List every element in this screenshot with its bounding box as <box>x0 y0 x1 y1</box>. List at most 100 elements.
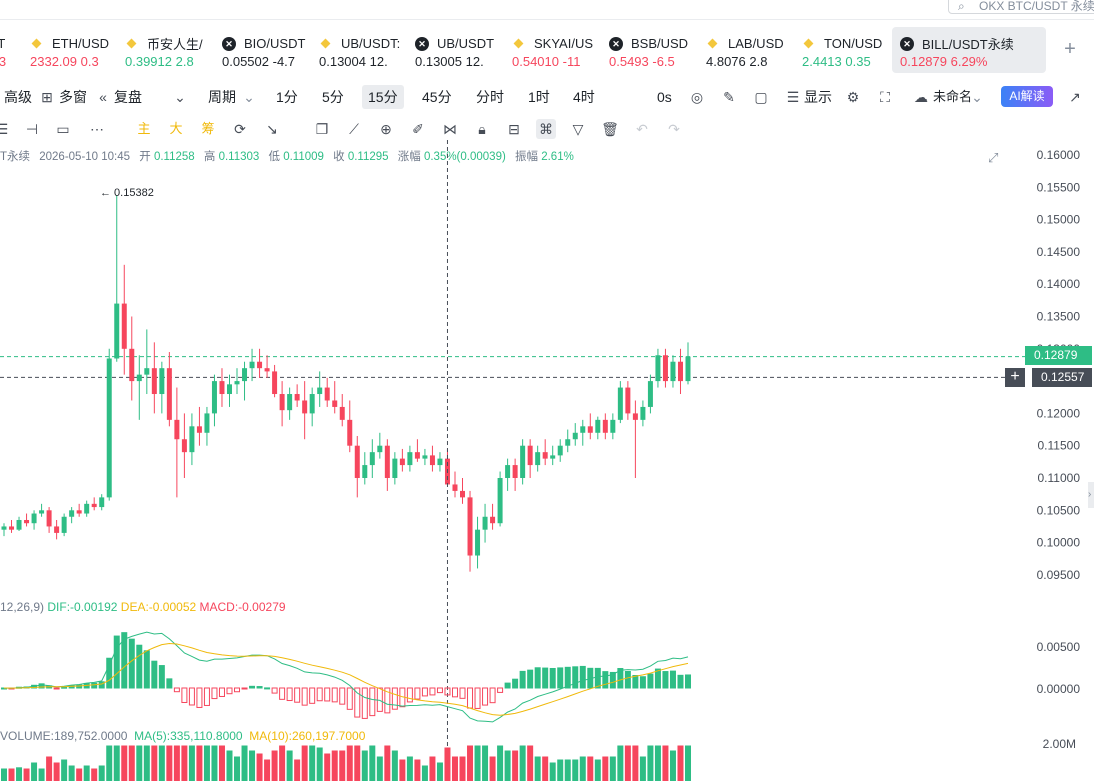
ticker-name: DT <box>0 36 6 51</box>
candle-body <box>302 400 308 414</box>
chevron-down-icon[interactable]: ⌄ <box>174 89 186 105</box>
fullscreen-icon[interactable]: ⛶ <box>880 89 890 105</box>
ticker-tab[interactable]: UB/USDT 0.13005 12. <box>415 27 503 73</box>
refresh-icon[interactable]: ⟳ <box>234 121 246 137</box>
volume-bar <box>346 745 353 781</box>
okx-icon <box>609 36 623 51</box>
undo-icon[interactable]: ↶ <box>636 121 648 137</box>
candle-body <box>24 519 30 524</box>
filter-icon[interactable]: ▽ <box>572 121 584 137</box>
interval-1h[interactable]: 1时 <box>528 89 550 105</box>
side-panel-handle[interactable]: › <box>1088 482 1094 508</box>
volume-bar <box>421 765 428 781</box>
volume-bar <box>685 745 691 781</box>
macd-histogram-bar <box>173 687 180 693</box>
volume-bar <box>203 745 210 781</box>
candle-body <box>550 455 556 459</box>
ticker-tab[interactable]: LAB/USD 4.8076 2.8 <box>706 27 794 73</box>
volume-bar <box>542 756 549 781</box>
brush-icon[interactable]: ✐ <box>412 121 424 137</box>
add-tab-icon[interactable]: + <box>1064 38 1076 60</box>
ticker-quote: 0.39912 2.8 <box>125 54 194 70</box>
volume-bar <box>677 745 684 781</box>
okx-icon <box>222 36 236 51</box>
ruler-icon[interactable]: ⟋ <box>349 121 359 137</box>
ticker-tab[interactable]: ETH/USD 2332.09 0.3 <box>30 27 116 73</box>
candle-body <box>520 445 526 478</box>
camera-icon[interactable]: ◎ <box>690 89 704 105</box>
ticker-tab[interactable]: BILL/USDT永续 0.12879 6.29% <box>892 27 1046 73</box>
ai-interpret-button[interactable]: AI解读 <box>1001 86 1053 107</box>
unnamed-layout-button[interactable]: 未命名 <box>933 89 973 104</box>
interval-5m[interactable]: 5分 <box>322 89 344 105</box>
search-input[interactable]: ⌕ OKX BTC/USDT 永续 <box>948 0 1094 14</box>
ticker-tab[interactable]: 币安人生/0.39912 2.8 <box>125 27 213 73</box>
volume-bar <box>339 750 346 781</box>
macd-histogram-bar <box>106 657 113 689</box>
link-icon[interactable]: ⌘ <box>536 119 556 139</box>
add-alert-icon[interactable]: + <box>1005 368 1025 387</box>
period-button[interactable]: 周期 <box>208 89 236 105</box>
multi-window-button[interactable]: 多窗 <box>59 89 87 105</box>
zoom-icon[interactable]: ⊕ <box>380 121 392 137</box>
interval-timeshare[interactable]: 分时 <box>476 89 504 105</box>
ticker-tab[interactable]: BSB/USD 0.5493 -6.5 <box>609 27 697 73</box>
menu-icon[interactable]: ☰ <box>0 121 9 137</box>
interval-4h[interactable]: 4时 <box>573 89 595 105</box>
ticker-change: 12. <box>462 54 484 69</box>
display-button[interactable]: 显示 <box>804 89 832 105</box>
ticker-tab[interactable]: DT 0.3 <box>0 27 18 73</box>
template-icon[interactable]: ⊟ <box>508 121 520 137</box>
settings-icon[interactable]: ⚙ <box>846 89 860 105</box>
lock-icon[interactable]: 🔒︎ <box>478 121 486 137</box>
trash-icon[interactable]: 🗑︎ <box>601 121 619 137</box>
chart-canvas[interactable]: 0.16000 0.15500 0.15000 0.14500 0.14000 0.135… <box>0 140 1094 781</box>
ticker-tab-header: BSB/USD <box>609 35 688 52</box>
volume-bar <box>399 759 406 781</box>
share-icon[interactable]: ↗ <box>1069 89 1081 105</box>
ticker-tab[interactable]: SKYAI/US 0.54010 -11 <box>512 27 600 73</box>
candle-body <box>362 465 368 478</box>
interval-1m[interactable]: 1分 <box>276 89 298 105</box>
redo-icon[interactable]: ↷ <box>668 121 680 137</box>
layout-chevron-icon[interactable]: ⌄ <box>971 89 983 105</box>
interval-15m[interactable]: 15分 <box>362 85 404 109</box>
volume-bar <box>91 768 98 781</box>
display-icon[interactable]: ☰ <box>786 89 800 105</box>
interval-45m[interactable]: 45分 <box>422 89 452 105</box>
replay-icon[interactable]: « <box>99 89 107 105</box>
arrow-tool-icon[interactable]: ↘ <box>266 121 278 137</box>
ticker-tab[interactable]: TON/USD 2.4413 0.35 <box>802 27 888 73</box>
multi-window-icon[interactable]: ⊞ <box>41 89 53 105</box>
copy-icon[interactable]: ❐ <box>315 121 329 137</box>
cloud-icon[interactable]: ☁ <box>914 89 928 105</box>
macd-histogram-bar <box>181 687 188 703</box>
volume-legend: VOLUME:189,752.0000 MA(5):335,110.8000 M… <box>0 729 365 743</box>
candle-body <box>354 445 360 478</box>
chips-indicator-button[interactable]: 筹 <box>201 121 215 136</box>
volume-bar <box>354 745 361 781</box>
macd-dea: DEA:-0.00052 <box>120 600 197 614</box>
big-indicator-button[interactable]: 大 <box>169 121 183 136</box>
ticker-tab[interactable]: BIO/USDT 0.05502 -4.7 <box>222 27 310 73</box>
candle-body <box>31 513 37 524</box>
dots-tool-icon[interactable]: ⋯ <box>90 121 104 137</box>
main-indicator-button[interactable]: 主 <box>137 121 151 136</box>
candle-body <box>535 452 541 466</box>
ticker-tab[interactable]: UB/USDT: 0.13004 12. <box>319 27 407 73</box>
candle-body <box>219 381 225 395</box>
advanced-button[interactable]: 高级 <box>4 89 32 105</box>
expand-icon[interactable]: ⤢ <box>988 150 999 165</box>
layout-icon[interactable]: ▢ <box>754 89 768 105</box>
volume-bar <box>234 756 241 781</box>
horizontal-line-icon[interactable]: ⊣ <box>25 121 39 137</box>
ticker-name: ETH/USD <box>52 36 110 51</box>
magnet-icon[interactable]: ⋈ <box>443 121 457 137</box>
volume-bar <box>106 745 113 781</box>
candle-body <box>332 400 338 407</box>
period-chevron-icon[interactable]: ⌄ <box>243 89 255 105</box>
pencil-icon[interactable]: ✎ <box>723 89 735 105</box>
rectangle-icon[interactable]: ▭ <box>56 121 70 137</box>
macd-histogram-bar <box>98 681 105 689</box>
replay-button[interactable]: 复盘 <box>114 89 142 105</box>
